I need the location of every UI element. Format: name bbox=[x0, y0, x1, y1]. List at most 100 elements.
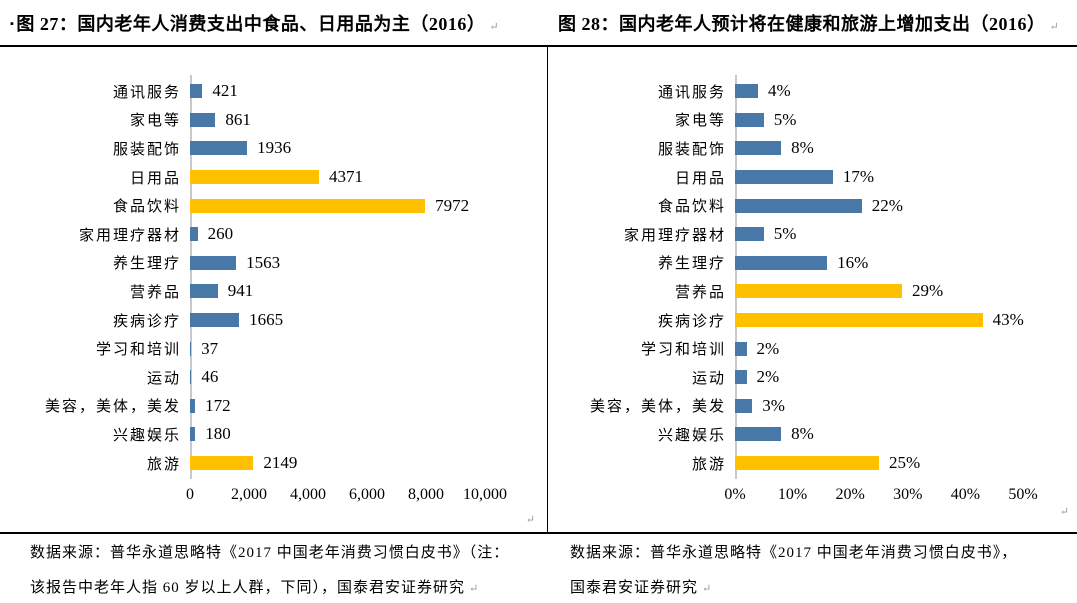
bar-area: 180 bbox=[190, 420, 485, 449]
blue-bar bbox=[190, 227, 198, 242]
x-axis-tick-label: 50% bbox=[1008, 486, 1038, 504]
paragraph-mark-icon: ↵ bbox=[1049, 21, 1060, 33]
bar-area: 22% bbox=[735, 191, 1023, 220]
x-axis-tick-label: 2,000 bbox=[231, 486, 267, 504]
chart-row: 服装配饰 1936 bbox=[0, 134, 547, 163]
value-label: 421 bbox=[212, 81, 238, 101]
source-notes-row: 数据来源：普华永道思略特《2017 中国老年消费习惯白皮书》（注： 该报告中老年… bbox=[0, 534, 1077, 603]
value-label: 8% bbox=[791, 138, 814, 158]
value-label: 4371 bbox=[328, 167, 363, 187]
blue-bar bbox=[735, 141, 782, 156]
bar-area: 941 bbox=[190, 277, 485, 306]
x-axis-tick-label: 6,000 bbox=[349, 486, 385, 504]
blue-bar bbox=[190, 398, 196, 413]
note-line: 数据来源：普华永道思略特《2017 中国老年消费习惯白皮书》（注： bbox=[30, 545, 510, 561]
chart-row: 家电等 861 bbox=[0, 106, 547, 135]
yellow-bar bbox=[735, 456, 879, 471]
category-label: 美容，美体，美发 bbox=[44, 399, 181, 416]
yellow-bar bbox=[190, 198, 426, 213]
value-label: 172 bbox=[205, 395, 231, 415]
category-label: 美容，美体，美发 bbox=[589, 399, 726, 416]
category-label: 食品饮料 bbox=[112, 199, 181, 216]
y-axis-line bbox=[190, 75, 192, 480]
blue-bar bbox=[735, 255, 828, 270]
value-label: 8% bbox=[791, 424, 814, 444]
figure-28-x-axis: 0% 10% 20% 30% 40% 50% bbox=[724, 486, 1037, 508]
blue-bar bbox=[735, 398, 753, 413]
blue-bar bbox=[190, 313, 240, 328]
chart-row: 疾病诊疗 1665 bbox=[0, 306, 547, 335]
chart-row: 兴趣娱乐 8% bbox=[548, 420, 1077, 449]
top-rule bbox=[0, 45, 1077, 47]
chart-row: 养生理疗 16% bbox=[548, 249, 1077, 278]
category-label: 兴趣娱乐 bbox=[112, 427, 181, 444]
bar-area: 4371 bbox=[190, 163, 485, 192]
bar-area: 5% bbox=[735, 220, 1023, 249]
chart-row: 营养品 29% bbox=[548, 277, 1077, 306]
bar-area: 37 bbox=[190, 334, 485, 363]
bar-area: 2% bbox=[735, 334, 1023, 363]
chart-row: 日用品 17% bbox=[548, 163, 1077, 192]
bar-area: 2149 bbox=[190, 449, 485, 478]
x-axis-tick-label: 40% bbox=[950, 486, 981, 504]
value-label: 1665 bbox=[249, 310, 284, 330]
x-axis-tick-label: 20% bbox=[835, 486, 865, 504]
value-label: 2% bbox=[756, 367, 780, 387]
chart-row: 学习和培训 2% bbox=[548, 334, 1077, 363]
x-axis-tick-label: 30% bbox=[893, 486, 923, 504]
figure-27-panel: 通讯服务 421 家电等 861 服装配饰 1936 日用品 4371 食品饮料 7972 家用理疗… bbox=[0, 47, 547, 532]
bar-area: 29% bbox=[735, 277, 1023, 306]
note-line: 该报告中老年人指 60 岁以上人群，下同），国泰君安证券研究 ↵ bbox=[30, 580, 480, 596]
yellow-bar bbox=[735, 313, 983, 328]
figure-27-bar-chart: 通讯服务 421 家电等 861 服装配饰 1936 日用品 4371 食品饮料 7972 家用理疗… bbox=[0, 47, 547, 532]
chart-row: 运动 46 bbox=[0, 363, 547, 392]
bar-area: 1665 bbox=[190, 306, 485, 335]
bar-area: 260 bbox=[190, 220, 485, 249]
blue-bar bbox=[735, 198, 862, 213]
bar-area: 43% bbox=[735, 306, 1024, 335]
category-label: 食品饮料 bbox=[657, 199, 726, 216]
chart-row: 运动 2% bbox=[548, 363, 1077, 392]
category-label: 家电等 bbox=[129, 113, 181, 130]
blue-bar bbox=[190, 84, 203, 99]
blue-bar bbox=[735, 112, 764, 127]
bottom-rule bbox=[0, 532, 1077, 534]
x-axis-tick-label: 8,000 bbox=[408, 486, 444, 504]
value-label: 4% bbox=[768, 81, 791, 101]
chart-row: 家用理疗器材 260 bbox=[0, 220, 547, 249]
value-label: 7972 bbox=[435, 195, 470, 215]
category-label: 家用理疗器材 bbox=[78, 227, 181, 244]
chart-row: 食品饮料 7972 bbox=[0, 191, 547, 220]
blue-bar bbox=[190, 112, 216, 127]
blue-bar bbox=[735, 170, 833, 185]
value-label: 861 bbox=[225, 109, 251, 129]
category-label: 学习和培训 bbox=[95, 342, 181, 359]
chart-row: 通讯服务 421 bbox=[0, 77, 547, 106]
category-label: 服装配饰 bbox=[112, 141, 181, 158]
yellow-bar bbox=[190, 456, 254, 471]
figure-27-title: ▪ 图 27：国内老年人消费支出中食品、日用品为主（2016） ↵ bbox=[10, 10, 499, 36]
chart-row: 养生理疗 1563 bbox=[0, 249, 547, 278]
value-label: 29% bbox=[912, 281, 944, 301]
note-line: 数据来源：普华永道思略特《2017 中国老年消费习惯白皮书》， bbox=[570, 545, 1018, 561]
category-label: 兴趣娱乐 bbox=[657, 427, 726, 444]
bar-area: 17% bbox=[735, 163, 1023, 192]
y-axis-line bbox=[735, 75, 737, 480]
value-label: 2% bbox=[756, 338, 780, 358]
category-label: 营养品 bbox=[674, 284, 726, 301]
bar-area: 3% bbox=[735, 392, 1023, 421]
bar-area: 5% bbox=[735, 106, 1023, 135]
paragraph-mark-icon: ↵ bbox=[489, 21, 500, 33]
category-label: 服装配饰 bbox=[657, 141, 726, 158]
x-axis-tick-label: 10% bbox=[777, 486, 808, 504]
bar-area: 861 bbox=[190, 106, 485, 135]
bar-area: 1563 bbox=[190, 249, 485, 278]
bar-area: 2% bbox=[735, 363, 1023, 392]
note-line: 国泰君安证券研究 ↵ bbox=[570, 580, 713, 596]
category-label: 养生理疗 bbox=[657, 256, 726, 273]
value-label: 5% bbox=[773, 224, 797, 244]
blue-bar bbox=[735, 84, 759, 99]
paragraph-mark-icon: ↵ bbox=[702, 583, 713, 595]
value-label: 3% bbox=[762, 395, 785, 415]
